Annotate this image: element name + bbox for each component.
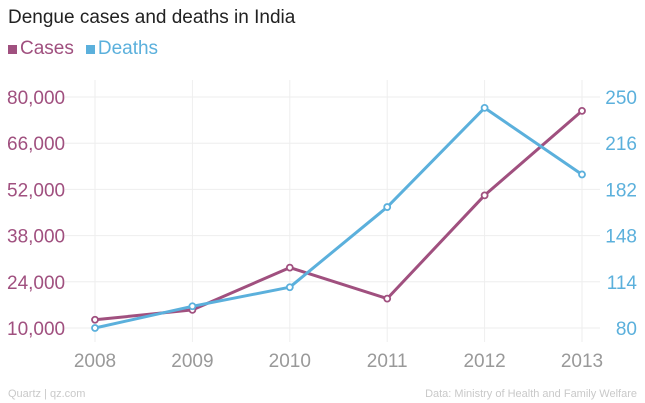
data-point-cases bbox=[480, 191, 489, 200]
left-axis-tick-label: 80,000 bbox=[7, 88, 65, 109]
data-point-deaths bbox=[480, 103, 489, 112]
data-point-cases bbox=[91, 315, 99, 324]
right-axis-tick-label: 182 bbox=[605, 180, 637, 201]
right-axis-tick-label: 148 bbox=[605, 227, 637, 248]
series-group bbox=[91, 103, 586, 332]
grid-lines bbox=[65, 80, 600, 342]
data-point-deaths bbox=[383, 203, 392, 211]
x-axis-tick-label: 2013 bbox=[561, 351, 603, 372]
data-source: Data: Ministry of Health and Family Welf… bbox=[425, 388, 637, 400]
x-axis-tick-label: 2010 bbox=[269, 351, 311, 372]
x-axis-tick-label: 2011 bbox=[367, 351, 408, 372]
series-line-cases bbox=[94, 109, 583, 322]
data-point-cases bbox=[578, 106, 586, 115]
data-point-deaths bbox=[578, 170, 586, 179]
series-line-deaths bbox=[94, 106, 583, 330]
x-axis-tick-label: 2009 bbox=[171, 351, 213, 372]
right-axis-tick-label: 250 bbox=[605, 88, 637, 109]
left-axis-tick-label: 10,000 bbox=[7, 319, 65, 340]
left-axis-tick-label: 38,000 bbox=[7, 227, 65, 248]
chart-legend: Cases Deaths bbox=[8, 38, 170, 60]
source-credit: Quartz | qz.com bbox=[8, 388, 86, 400]
left-axis-tick-label: 24,000 bbox=[7, 273, 65, 294]
x-axis-tick-label: 2012 bbox=[463, 351, 505, 372]
x-axis-ticks: 2008 2009 2010 2011 2012 2013 bbox=[74, 351, 603, 372]
legend-item-cases: Cases bbox=[8, 38, 74, 60]
right-axis-tick-label: 80 bbox=[616, 319, 637, 340]
legend-swatch-cases bbox=[8, 44, 17, 54]
left-axis-tick-label: 66,000 bbox=[7, 134, 65, 155]
data-point-deaths bbox=[91, 324, 99, 332]
right-axis-tick-label: 114 bbox=[607, 273, 638, 294]
chart-title: Dengue cases and deaths in India bbox=[8, 7, 296, 28]
x-axis-tick-label: 2008 bbox=[74, 351, 116, 372]
right-axis-ticks: 80 114 148 182 216 250 bbox=[605, 88, 637, 340]
legend-label-deaths: Deaths bbox=[97, 38, 159, 59]
data-point-deaths bbox=[188, 302, 197, 311]
data-point-deaths bbox=[285, 283, 294, 292]
right-axis-tick-label: 216 bbox=[605, 134, 637, 155]
legend-swatch-deaths bbox=[85, 44, 95, 54]
data-point-cases bbox=[285, 263, 294, 272]
left-axis-ticks: 10,000 24,000 38,000 52,000 66,000 80,000 bbox=[7, 88, 65, 340]
legend-item-deaths: Deaths bbox=[85, 38, 159, 60]
data-point-cases bbox=[383, 294, 392, 303]
left-axis-tick-label: 52,000 bbox=[7, 180, 65, 201]
legend-label-cases: Cases bbox=[20, 38, 74, 59]
